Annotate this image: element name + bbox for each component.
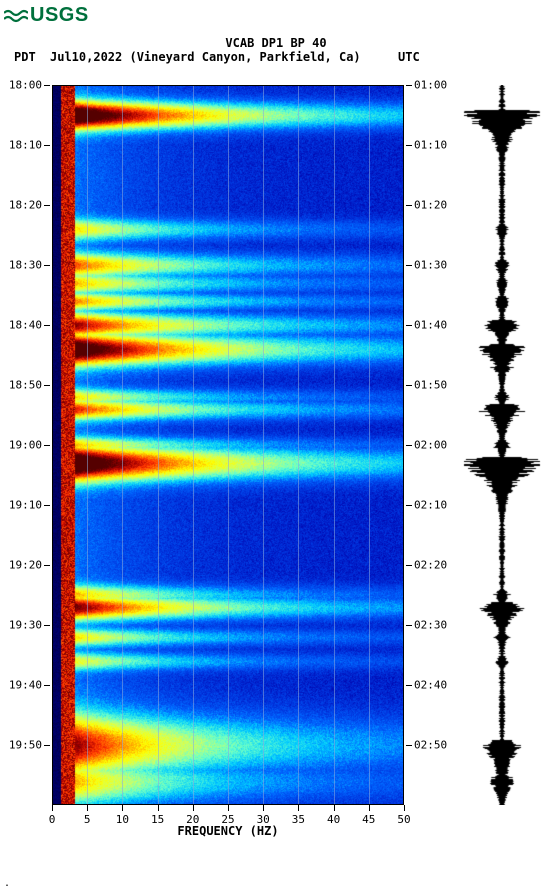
y-tick	[44, 745, 50, 746]
y-tick-label-left: 18:20	[9, 199, 42, 212]
x-tick	[298, 805, 299, 811]
y-tick-label-left: 19:30	[9, 619, 42, 632]
y-tick	[44, 685, 50, 686]
tz-right-label: UTC	[398, 50, 420, 64]
x-tick	[122, 805, 123, 811]
x-tick	[263, 805, 264, 811]
y-tick-label-right: 01:30	[414, 259, 447, 272]
y-tick	[406, 385, 412, 386]
y-tick-label-right: 02:30	[414, 619, 447, 632]
y-tick-label-left: 19:40	[9, 679, 42, 692]
waveform-canvas	[462, 85, 542, 805]
y-tick	[406, 685, 412, 686]
y-tick	[44, 145, 50, 146]
y-tick-label-right: 01:10	[414, 139, 447, 152]
usgs-logo: USGS	[4, 4, 89, 27]
y-tick-label-left: 18:00	[9, 79, 42, 92]
x-tick	[52, 805, 53, 811]
y-tick-label-left: 19:20	[9, 559, 42, 572]
x-tick	[158, 805, 159, 811]
x-tick	[369, 805, 370, 811]
y-tick	[406, 325, 412, 326]
y-tick-label-left: 18:50	[9, 379, 42, 392]
y-tick-label-right: 02:10	[414, 499, 447, 512]
y-tick	[406, 625, 412, 626]
station-line: Jul10,2022 (Vineyard Canyon, Parkfield, …	[50, 50, 361, 64]
spectrogram-canvas	[52, 85, 404, 805]
y-tick-label-left: 18:40	[9, 319, 42, 332]
y-tick	[44, 205, 50, 206]
y-tick	[44, 385, 50, 386]
y-tick-label-right: 02:50	[414, 739, 447, 752]
wave-icon	[4, 7, 28, 25]
y-tick	[44, 265, 50, 266]
y-tick-label-left: 19:50	[9, 739, 42, 752]
x-axis-title: FREQUENCY (HZ)	[52, 824, 404, 838]
y-tick	[44, 565, 50, 566]
y-tick	[44, 85, 50, 86]
tz-left-label: PDT	[14, 50, 36, 64]
y-tick	[44, 325, 50, 326]
page-root: { "logo": { "text": "USGS", "color": "#0…	[0, 0, 552, 893]
y-tick-label-right: 01:50	[414, 379, 447, 392]
y-tick-label-left: 19:00	[9, 439, 42, 452]
y-tick-label-left: 18:30	[9, 259, 42, 272]
y-tick-label-right: 02:00	[414, 439, 447, 452]
y-tick-label-left: 19:10	[9, 499, 42, 512]
y-tick	[44, 505, 50, 506]
y-tick-label-right: 01:20	[414, 199, 447, 212]
y-tick	[406, 565, 412, 566]
y-tick	[406, 205, 412, 206]
y-axis-right: 01:0001:1001:2001:3001:4001:5002:0002:10…	[406, 85, 456, 805]
x-tick	[193, 805, 194, 811]
y-tick-label-right: 02:20	[414, 559, 447, 572]
x-tick	[228, 805, 229, 811]
y-tick	[44, 445, 50, 446]
y-tick	[406, 505, 412, 506]
y-tick-label-right: 02:40	[414, 679, 447, 692]
y-tick	[406, 745, 412, 746]
y-tick-label-right: 01:40	[414, 319, 447, 332]
y-tick	[406, 85, 412, 86]
x-tick	[404, 805, 405, 811]
y-tick-label-left: 18:10	[9, 139, 42, 152]
y-axis-left: 18:0018:1018:2018:3018:4018:5019:0019:10…	[0, 85, 50, 805]
y-tick	[44, 625, 50, 626]
y-tick	[406, 145, 412, 146]
y-tick	[406, 265, 412, 266]
corner-mark: .	[4, 878, 10, 889]
y-tick-label-right: 01:00	[414, 79, 447, 92]
chart-title: VCAB DP1 BP 40	[0, 36, 552, 50]
logo-text: USGS	[30, 4, 89, 27]
spectrogram-plot	[52, 85, 404, 805]
x-tick	[334, 805, 335, 811]
y-tick	[406, 445, 412, 446]
x-tick	[87, 805, 88, 811]
waveform-plot	[462, 85, 542, 805]
